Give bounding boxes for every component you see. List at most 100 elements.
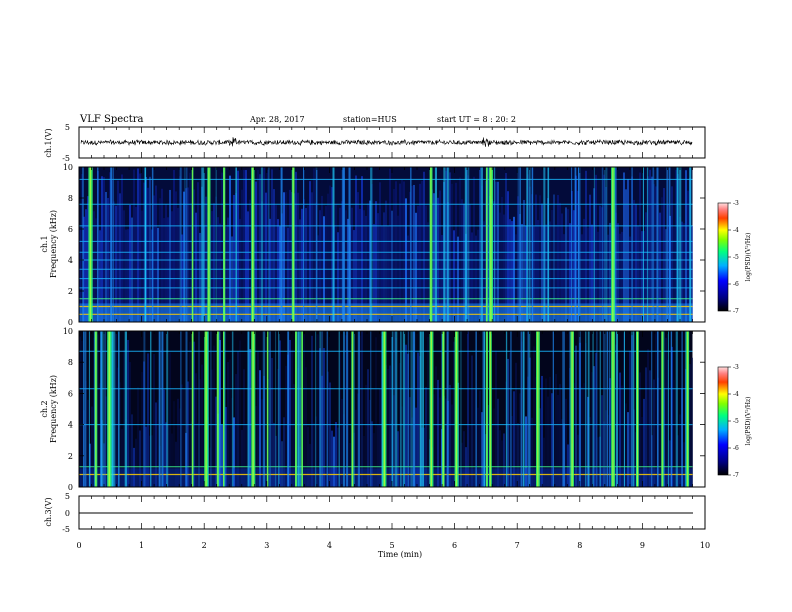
spectrogram-noise-column xyxy=(659,350,661,487)
spectrogram-noise-column xyxy=(173,169,175,322)
spectrogram-noise-column xyxy=(471,355,473,487)
spectrogram-noise-column xyxy=(155,185,157,322)
ch3-ytick-mid: 0 xyxy=(65,509,70,518)
spectrogram-noise-column xyxy=(559,384,561,487)
spectrogram-noise-column xyxy=(349,442,351,487)
ch1-ytick-top: 5 xyxy=(65,123,70,132)
frequency-tick-label: 6 xyxy=(68,225,73,234)
spectrogram-strong-impulse-core xyxy=(455,331,458,487)
spectrogram-weak-impulse xyxy=(547,167,550,322)
spectrogram-noise-column xyxy=(501,196,503,322)
spectrogram-noise-column xyxy=(561,213,563,322)
spectrogram-noise-column xyxy=(673,379,675,487)
spectrogram-weak-impulse xyxy=(112,331,115,487)
spectrogram-noise-column xyxy=(565,398,567,487)
spectrogram-weak-impulse xyxy=(532,167,534,322)
frequency-tick-label: 8 xyxy=(68,358,73,367)
spectrogram-noise-column xyxy=(327,371,329,487)
spectrogram-noise-column xyxy=(479,167,481,322)
colorbar-tick-label: -6 xyxy=(733,445,739,452)
spectrogram-noise-column xyxy=(115,333,117,487)
spectrogram-noise-column xyxy=(547,396,549,487)
spectrogram-weak-impulse xyxy=(563,331,565,487)
spectrogram-noise-column xyxy=(79,227,81,322)
spectrogram-noise-column xyxy=(517,196,519,322)
spectrogram-weak-impulse xyxy=(394,331,396,487)
spectrogram-noise-column xyxy=(395,181,397,322)
spectrogram-noise-column xyxy=(283,192,285,322)
spectrogram-noise-column xyxy=(133,447,135,487)
spectrogram-noise-column xyxy=(135,206,137,322)
spectrogram-weak-impulse xyxy=(268,167,270,322)
spectrogram-weak-impulse xyxy=(482,331,485,487)
ch1-spectrogram-yticks: 0 2 4 6 8 10 xyxy=(63,163,705,327)
spectrogram-noise-column xyxy=(261,399,263,487)
spectrogram-weak-impulse xyxy=(529,331,531,487)
spectrogram-noise-column xyxy=(445,170,447,322)
spectrogram-noise-column xyxy=(387,225,389,322)
spectrogram-noise-column xyxy=(373,433,375,487)
spectrogram-noise-column xyxy=(463,431,465,487)
spectrogram-noise-column xyxy=(691,357,693,487)
colorbar-tick-label: -3 xyxy=(733,364,739,371)
spectrogram-noise-column xyxy=(153,353,155,487)
spectrogram-noise-column xyxy=(477,229,479,322)
spectrogram-noise-column xyxy=(451,183,453,322)
spectrogram-noise-column xyxy=(321,195,323,322)
spectrogram-noise-column xyxy=(285,365,287,487)
spectrogram-noise-column xyxy=(255,181,257,322)
spectrogram-noise-column xyxy=(383,212,385,322)
spectrogram-noise-column xyxy=(213,345,215,487)
spectrogram-weak-impulse xyxy=(84,331,87,487)
spectrogram-noise-column xyxy=(183,388,185,487)
spectrogram-noise-column xyxy=(689,364,691,487)
spectrogram-weak-impulse xyxy=(434,167,437,322)
spectrogram-weak-impulse xyxy=(343,331,345,487)
spectrogram-noise-column xyxy=(149,176,151,322)
spectrogram-weak-impulse xyxy=(263,331,266,487)
spectrogram-noise-column xyxy=(103,176,105,322)
spectrogram-noise-column xyxy=(145,426,147,487)
spectrogram-noise-column xyxy=(323,348,325,487)
spectrogram-noise-column xyxy=(499,212,501,322)
ch1-colorbar-label: log(PSD)(V²/Hz) xyxy=(745,233,752,282)
spectrogram-weak-impulse xyxy=(332,167,335,322)
spectrogram-noise-column xyxy=(369,200,371,322)
spectrogram-noise-column xyxy=(265,439,267,487)
spectrogram-noise-column xyxy=(563,423,565,487)
ch3-waveform-ylabel: ch.3(V) xyxy=(44,497,53,526)
spectrogram-weak-impulse xyxy=(684,331,687,487)
spectrogram-noise-column xyxy=(459,425,461,487)
spectrogram-weak-impulse xyxy=(569,331,572,487)
spectrogram-weak-impulse xyxy=(319,331,321,487)
spectrogram-noise-column xyxy=(647,349,649,487)
spectrogram-noise-column xyxy=(589,194,591,322)
spectrogram-weak-impulse xyxy=(631,167,633,322)
time-tick-label: 0 xyxy=(76,541,81,550)
spectrogram-noise-column xyxy=(281,441,283,487)
spectrogram-noise-column xyxy=(87,196,89,322)
spectrogram-noise-column xyxy=(425,387,427,487)
spectrogram-weak-impulse xyxy=(604,167,606,322)
spectrogram-weak-impulse xyxy=(186,167,188,322)
spectrogram-noise-column xyxy=(409,397,411,487)
spectrogram-weak-impulse xyxy=(118,331,120,487)
spectrogram-noise-column xyxy=(115,205,117,322)
spectrogram-noise-column xyxy=(509,219,511,322)
spectrogram-noise-column xyxy=(229,175,231,322)
spectrogram-noise-column xyxy=(551,393,553,487)
spectrogram-weak-impulse xyxy=(604,331,606,487)
spectrogram-noise-column xyxy=(377,424,379,487)
spectrogram-noise-column xyxy=(597,437,599,487)
spectrogram-noise-column xyxy=(569,368,571,487)
spectrogram-noise-column xyxy=(275,205,277,322)
colorbar-tick-label: -4 xyxy=(733,391,739,398)
spectrogram-noise-column xyxy=(495,350,497,487)
spectrogram-weak-impulse xyxy=(278,331,280,487)
spectrogram-noise-column xyxy=(673,227,675,322)
spectrogram-noise-column xyxy=(593,366,595,487)
spectrogram-noise-column xyxy=(535,194,537,322)
spectrogram-weak-impulse xyxy=(527,331,529,487)
spectrogram-noise-column xyxy=(671,186,673,322)
spectrogram-noise-column xyxy=(627,412,629,487)
